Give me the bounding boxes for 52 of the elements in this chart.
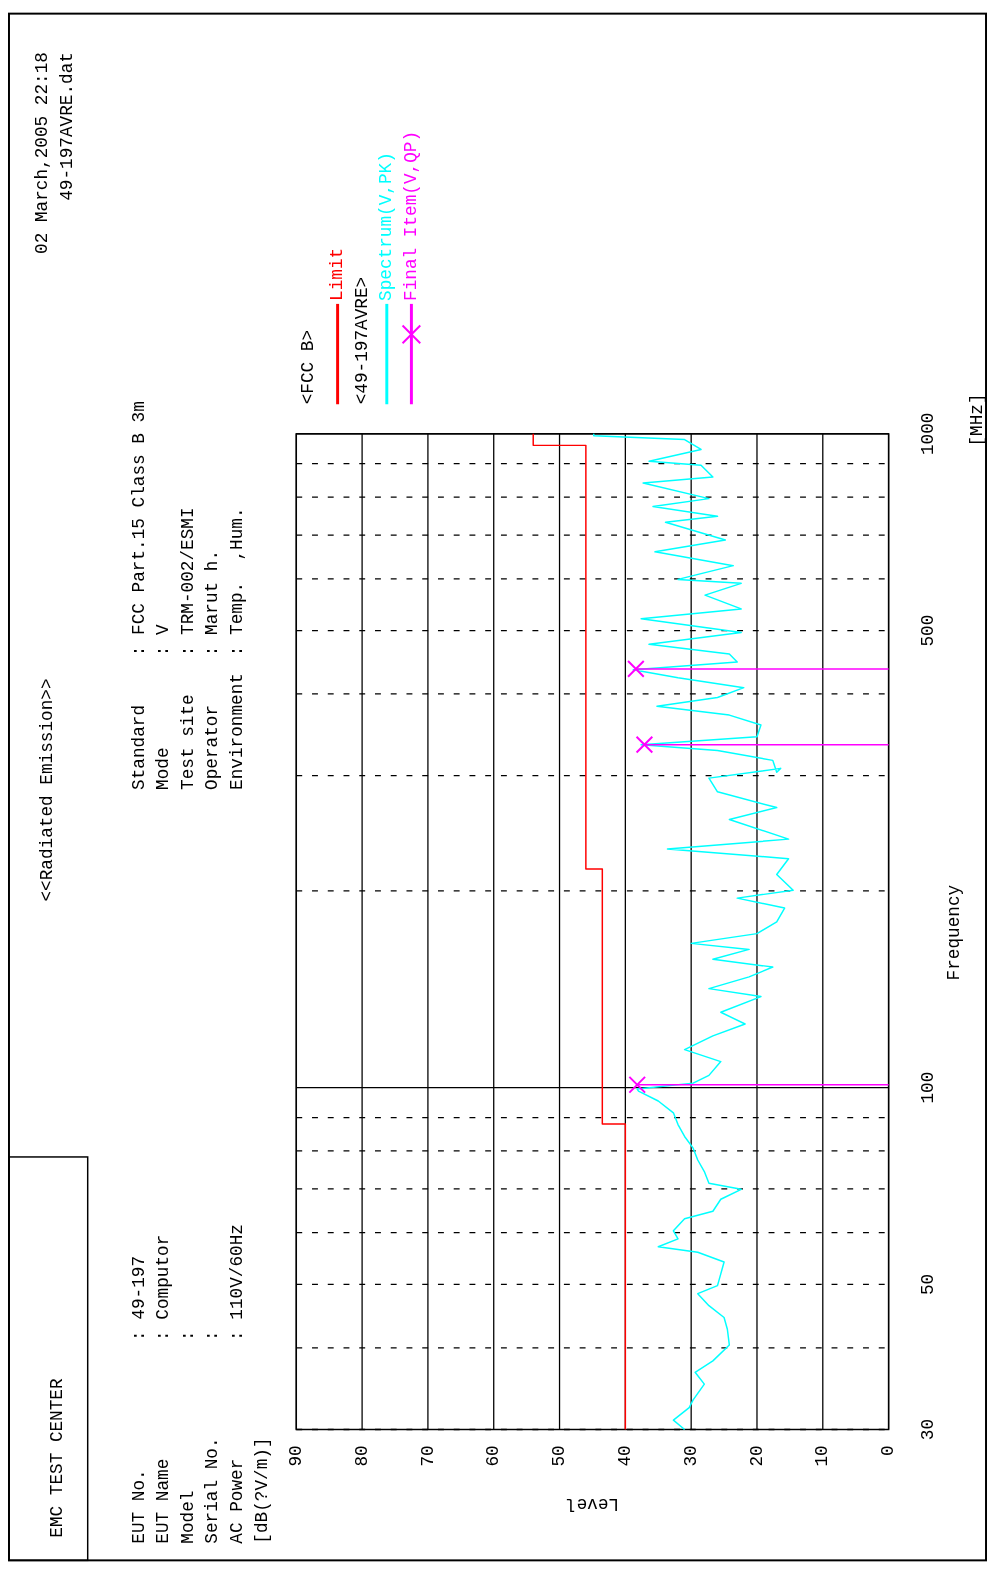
text: Standard	[128, 704, 149, 790]
text: Test site	[177, 694, 198, 790]
text: : TRM-002/ESMI	[177, 507, 198, 657]
text: :	[202, 1330, 223, 1341]
text: Model	[177, 1490, 198, 1544]
point	[627, 660, 645, 678]
y-tick-label: 50	[917, 1273, 938, 1296]
text: : 49-197	[128, 1255, 149, 1341]
y-tick-label: 500	[917, 614, 938, 647]
y-tick-label: 100	[917, 1071, 938, 1104]
text: EUT Name	[153, 1458, 174, 1544]
x-tick-label: 30	[680, 1445, 701, 1467]
text: Serial No.	[202, 1437, 223, 1544]
text: AC Power	[226, 1458, 247, 1544]
x-tick-label: 50	[549, 1445, 570, 1467]
text: EMC TEST CENTER	[46, 1378, 67, 1538]
y-tick-label: 30	[917, 1418, 938, 1441]
point	[628, 1075, 647, 1094]
text: : Marut h.	[202, 549, 223, 657]
text: : Computor	[153, 1234, 174, 1341]
text: Environment	[226, 673, 247, 790]
text: Spectrum(V,PK)	[376, 152, 397, 301]
x-tick-label: 40	[615, 1445, 636, 1467]
text: Mode	[153, 747, 174, 790]
text: : FCC Part.15 Class B 3m	[128, 401, 149, 657]
y-axis-title: Frequency	[944, 884, 965, 981]
point	[635, 735, 654, 754]
text: : 110V/60Hz	[226, 1224, 247, 1341]
text: [MHz]	[966, 393, 987, 447]
y-tick-label: 1000	[917, 412, 938, 456]
x-tick-label: 70	[417, 1445, 438, 1467]
text: [dB(?V/m)]	[251, 1437, 272, 1544]
text: 49-197AVRE.dat	[56, 52, 77, 201]
text: <49-197AVRE>	[351, 276, 372, 405]
line-series	[593, 433, 794, 1431]
text: :	[177, 1330, 198, 1341]
text: <FCC B>	[297, 329, 318, 405]
x-tick-label: 20	[746, 1445, 767, 1467]
text: Final Item(V,QP)	[401, 130, 422, 301]
text: EUT No.	[128, 1469, 149, 1544]
x-tick-label: 80	[351, 1445, 372, 1467]
text: : Temp. ,Hum.	[226, 507, 247, 657]
text: Limit	[327, 247, 348, 301]
text: : V	[153, 623, 174, 657]
x-tick-label: 60	[483, 1445, 504, 1467]
x-tick-label: 0	[878, 1445, 899, 1456]
x-axis-title: Level	[565, 1493, 620, 1514]
x-tick-label: 90	[285, 1445, 306, 1467]
text: 02 March,2005 22:18	[32, 52, 53, 254]
x-tick-label: 10	[812, 1445, 833, 1467]
text: <<Radiated Emission>>	[37, 678, 58, 902]
text: Operator	[202, 704, 223, 790]
